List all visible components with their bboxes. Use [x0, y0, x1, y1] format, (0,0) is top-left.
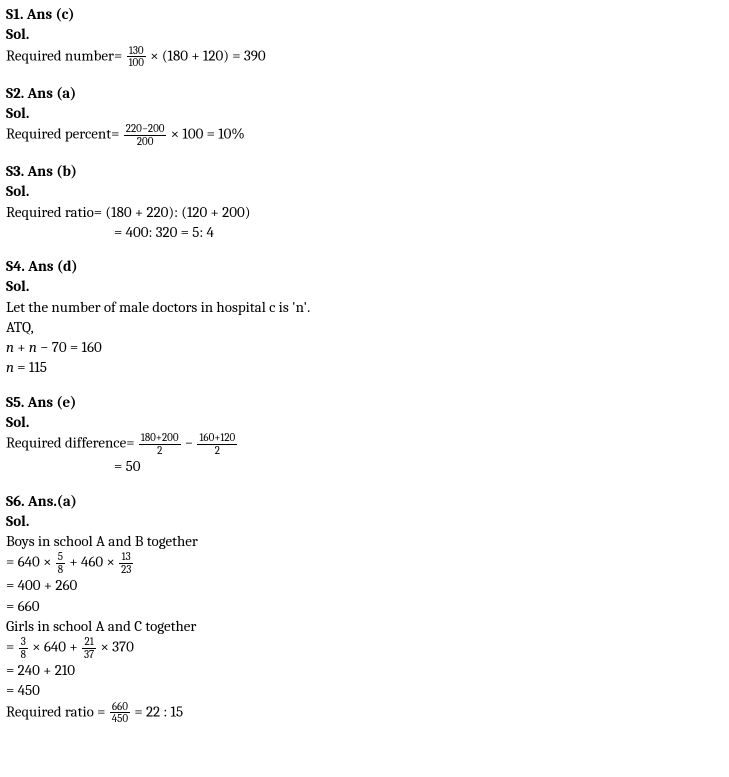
denominator: 100	[127, 57, 146, 69]
equation-line: Required ratio= (180 + 220): (120 + 200)	[6, 202, 723, 222]
text: Required difference=	[6, 434, 138, 452]
answer-header: S6. Ans.(a)	[6, 491, 723, 511]
equation-line: = 38 × 640 + 2137 × 370	[6, 636, 723, 660]
text: +	[14, 338, 29, 356]
equation-line: = 400: 320 = 5: 4	[6, 222, 723, 242]
text: Required ratio =	[6, 702, 109, 720]
text: × (180 + 120) = 390	[147, 46, 266, 64]
text: Required percent=	[6, 125, 123, 143]
text: + 460 ×	[66, 553, 118, 571]
fraction: 38	[19, 636, 28, 660]
denominator: 8	[19, 649, 28, 661]
equation-line: n = 115	[6, 357, 723, 377]
equation-line: Required ratio = 660450 = 22 : 15	[6, 701, 723, 725]
text: Required number=	[6, 46, 126, 64]
sol-label: Sol.	[6, 276, 723, 296]
fraction: 58	[56, 551, 65, 575]
sol-label: Sol.	[6, 103, 723, 123]
answer-header: S4. Ans (d)	[6, 256, 723, 276]
equation-line: = 240 + 210	[6, 660, 723, 680]
sol-label: Sol.	[6, 181, 723, 201]
numerator: 180+200	[139, 432, 181, 445]
text: − 70 = 160	[37, 338, 102, 356]
numerator: 13	[119, 551, 133, 564]
text: −	[182, 434, 197, 452]
solution-s4: S4. Ans (d) Sol. Let the number of male …	[6, 256, 723, 378]
answer-header: S3. Ans (b)	[6, 161, 723, 181]
solution-s3: S3. Ans (b) Sol. Required ratio= (180 + …	[6, 161, 723, 242]
numerator: 160+120	[197, 432, 237, 445]
text-line: Let the number of male doctors in hospit…	[6, 297, 723, 317]
answer-header: S5. Ans (e)	[6, 392, 723, 412]
fraction: 180+2002	[139, 432, 181, 456]
fraction: 220−200200	[124, 123, 167, 147]
solution-s5: S5. Ans (e) Sol. Required difference= 18…	[6, 392, 723, 477]
sol-label: Sol.	[6, 24, 723, 44]
answer-header: S2. Ans (a)	[6, 83, 723, 103]
text: = 22 : 15	[131, 702, 183, 720]
equation-line: n + n − 70 = 160	[6, 337, 723, 357]
denominator: 23	[119, 564, 133, 576]
numerator: 220−200	[124, 123, 167, 136]
text-line: Boys in school A and B together	[6, 531, 723, 551]
equation-line: Required number= 130100 × (180 + 120) = …	[6, 45, 723, 69]
fraction: 660450	[110, 701, 130, 725]
variable: n	[6, 358, 14, 376]
text-line: ATQ,	[6, 317, 723, 337]
fraction: 2137	[82, 636, 96, 660]
text: =	[6, 638, 18, 656]
text: = 115	[14, 358, 47, 376]
answer-header: S1. Ans (c)	[6, 4, 723, 24]
variable: n	[29, 338, 37, 356]
text: × 100 = 10%	[167, 125, 244, 143]
fraction: 130100	[127, 45, 146, 69]
solution-s1: S1. Ans (c) Sol. Required number= 130100…	[6, 4, 723, 69]
sol-label: Sol.	[6, 412, 723, 432]
denominator: 2	[197, 445, 237, 457]
equation-line: = 400 + 260	[6, 575, 723, 595]
variable: n	[6, 338, 14, 356]
text: × 370	[97, 638, 134, 656]
fraction: 1323	[119, 551, 133, 575]
denominator: 8	[56, 564, 65, 576]
numerator: 21	[82, 636, 96, 649]
equation-line: Required percent= 220−200200 × 100 = 10%	[6, 123, 723, 147]
denominator: 37	[82, 649, 96, 661]
equation-line: Required difference= 180+2002 − 160+1202	[6, 432, 723, 456]
equation-line: = 50	[6, 456, 723, 476]
equation-line: = 450	[6, 680, 723, 700]
equation-line: = 660	[6, 596, 723, 616]
fraction: 160+1202	[197, 432, 237, 456]
text: = 640 ×	[6, 553, 55, 571]
numerator: 5	[56, 551, 65, 564]
solution-s2: S2. Ans (a) Sol. Required percent= 220−2…	[6, 83, 723, 148]
denominator: 2	[139, 445, 181, 457]
numerator: 3	[19, 636, 28, 649]
solution-s6: S6. Ans.(a) Sol. Boys in school A and B …	[6, 491, 723, 725]
denominator: 200	[124, 136, 167, 148]
text-line: Girls in school A and C together	[6, 616, 723, 636]
sol-label: Sol.	[6, 511, 723, 531]
denominator: 450	[110, 713, 130, 725]
text: × 640 +	[29, 638, 81, 656]
equation-line: = 640 × 58 + 460 × 1323	[6, 551, 723, 575]
